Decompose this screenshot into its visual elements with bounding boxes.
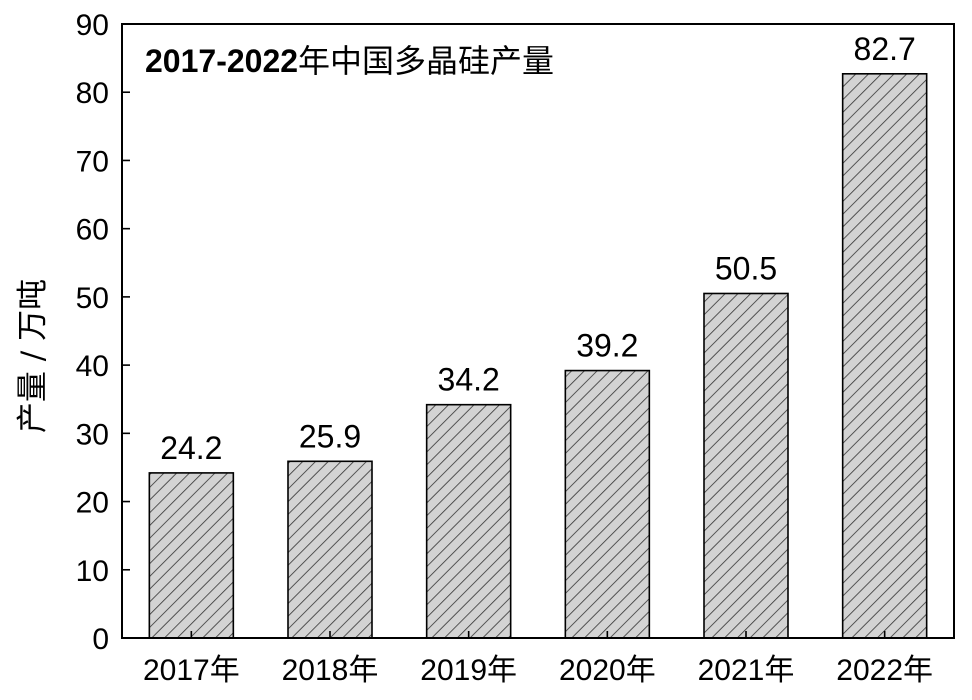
bars-group <box>148 73 928 639</box>
bar-3 <box>564 369 651 639</box>
y-tick-label-2: 20 <box>76 487 109 520</box>
x-tick-label-2: 2019年 <box>420 654 517 687</box>
chart-title: 2017-2022年中国多晶硅产量 <box>145 42 554 80</box>
bar-0 <box>148 472 235 639</box>
bar-1 <box>287 460 373 639</box>
y-tick-label-8: 80 <box>76 77 109 110</box>
value-labels-group: 24.2 25.9 34.2 39.2 50.5 82.7 <box>160 31 916 466</box>
x-tick-label-1: 2018年 <box>282 654 379 687</box>
y-tick-label-3: 30 <box>76 418 109 451</box>
bar-value-label-0: 24.2 <box>160 430 222 466</box>
bar-value-label-5: 82.7 <box>854 31 916 67</box>
y-tick-label-4: 40 <box>76 350 109 383</box>
y-tick-label-9: 90 <box>76 9 109 42</box>
x-tick-label-0: 2017年 <box>143 654 240 687</box>
x-tick-label-4: 2021年 <box>698 654 795 687</box>
y-tick-label-0: 0 <box>92 623 109 656</box>
bar-4 <box>703 292 789 639</box>
plot-frame <box>121 23 955 639</box>
chart-title-bold: 2017-2022 <box>145 43 298 79</box>
bar-value-label-4: 50.5 <box>715 250 777 286</box>
y-tick-label-5: 50 <box>76 282 109 315</box>
y-tick-label-6: 60 <box>76 214 109 247</box>
y-axis: 0 10 20 30 40 50 60 70 80 90 <box>76 9 130 656</box>
x-tick-label-5: 2022年 <box>836 654 933 687</box>
y-axis-label: 产量 / 万吨 <box>15 279 51 433</box>
bar-5 <box>841 73 928 639</box>
x-axis: 2017年 2018年 2019年 2020年 2021年 2022年 <box>143 631 933 687</box>
y-tick-label-7: 70 <box>76 145 109 178</box>
x-tick-label-3: 2020年 <box>559 654 656 687</box>
bar-value-label-1: 25.9 <box>299 418 361 454</box>
bar-value-label-2: 34.2 <box>438 362 500 398</box>
y-tick-label-1: 10 <box>76 555 109 588</box>
bar-2 <box>425 403 512 639</box>
bar-value-label-3: 39.2 <box>576 328 638 364</box>
chart-title-rest: 年中国多晶硅产量 <box>298 42 554 80</box>
